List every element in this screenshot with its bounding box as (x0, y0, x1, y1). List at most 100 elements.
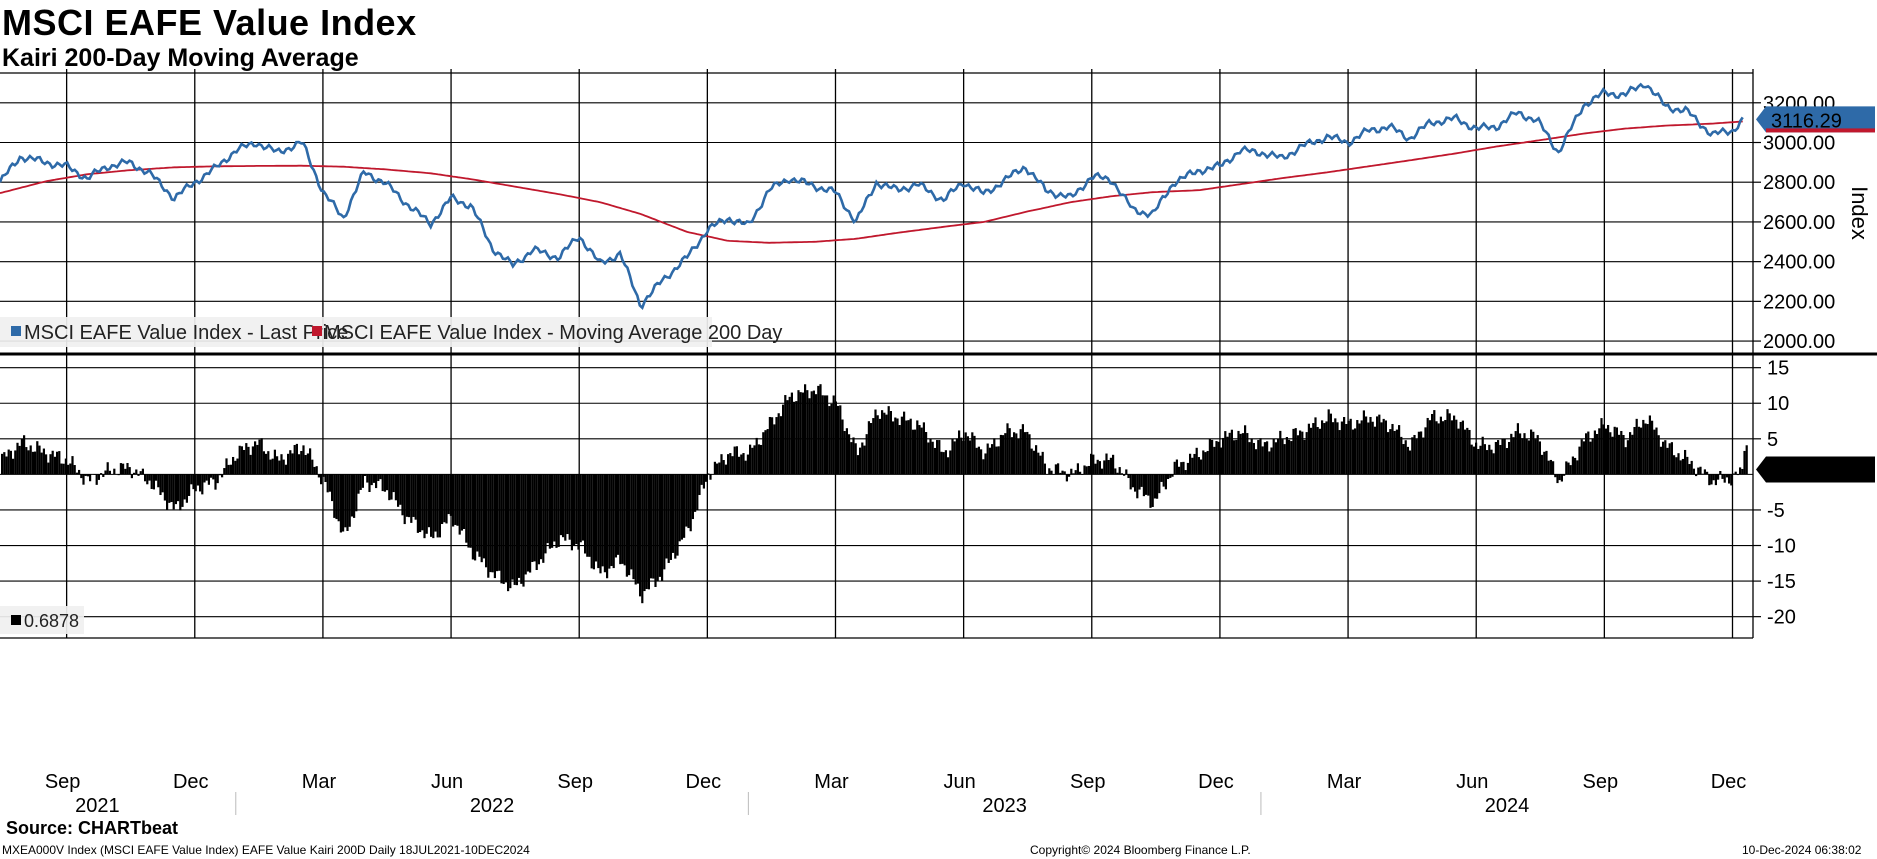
kairi-bar (922, 422, 925, 475)
kairi-bar (1109, 457, 1112, 475)
kairi-bar (232, 456, 235, 475)
kairi-bar (1510, 433, 1513, 475)
kairi-bar (1618, 434, 1621, 475)
kairi-bar (1717, 474, 1720, 480)
kairi-bar (1642, 419, 1645, 475)
kairi-bar (427, 474, 430, 528)
kairi-bar (878, 418, 881, 475)
kairi-bar (100, 473, 103, 475)
y-tick-kairi: 5 (1767, 429, 1778, 451)
kairi-bar (540, 474, 543, 560)
kairi-bar (397, 474, 400, 507)
kairi-bar (485, 474, 488, 568)
kairi-bar (720, 454, 723, 475)
kairi-bar (559, 474, 562, 536)
kairi-bar (951, 438, 954, 475)
kairi-bar (1336, 422, 1339, 475)
kairi-bar (940, 451, 943, 475)
kairi-bar (705, 474, 708, 482)
kairi-bar (1569, 465, 1572, 475)
kairi-bar (995, 446, 998, 475)
kairi-bar (355, 474, 358, 512)
kairi-bar (533, 474, 536, 562)
kairi-bar (1587, 431, 1590, 475)
kairi-bar (1083, 465, 1086, 475)
kairi-bar (126, 463, 129, 475)
kairi-bar (828, 406, 831, 475)
price-last-value: 3116.29 (1771, 110, 1842, 132)
kairi-bar (1222, 437, 1225, 475)
kairi-bar (1681, 458, 1684, 475)
kairi-bar (845, 428, 848, 475)
kairi-bar (1039, 455, 1042, 475)
kairi-bar (628, 474, 631, 576)
kairi-bar (1428, 420, 1431, 475)
kairi-bar (1743, 450, 1746, 475)
legend-label-kairi: 0.6878 (24, 611, 79, 631)
kairi-bar (1688, 464, 1691, 475)
kairi-bar (1030, 448, 1033, 475)
kairi-bar (434, 474, 437, 532)
kairi-bar (1547, 460, 1550, 475)
kairi-bar (964, 432, 967, 475)
kairi-bar (1578, 446, 1581, 475)
kairi-bar (797, 390, 800, 475)
kairi-bar (1420, 431, 1423, 475)
kairi-bar (326, 474, 329, 493)
kairi-bar (1134, 474, 1137, 492)
kairi-bar (1219, 447, 1222, 475)
kairi-bar (194, 474, 197, 492)
kairi-bar (1567, 462, 1570, 475)
kairi-bar (1664, 440, 1667, 475)
kairi-bar (782, 404, 785, 475)
kairi-bar (1453, 415, 1456, 475)
kairi-bar (1048, 468, 1051, 475)
kairi-bar (1250, 438, 1253, 475)
kairi-bar (1356, 420, 1359, 475)
kairi-bar (496, 474, 499, 572)
kairi-bar (568, 474, 571, 540)
kairi-bar (1112, 454, 1115, 475)
kairi-bar (73, 465, 76, 475)
kairi-bar (1734, 471, 1737, 475)
kairi-bar (67, 464, 70, 475)
kairi-bar (25, 447, 28, 475)
kairi-bar (357, 474, 360, 494)
kairi-bar (669, 474, 672, 560)
kairi-bar (445, 474, 448, 524)
kairi-bar (696, 474, 699, 511)
kairi-bar (645, 474, 648, 589)
kairi-bar (1349, 418, 1352, 475)
kairi-bar (1637, 426, 1640, 475)
kairi-bar (1070, 468, 1073, 475)
kairi-bar (896, 418, 899, 475)
kairi-bar (1574, 457, 1577, 475)
kairi-bar (1417, 431, 1420, 475)
kairi-bar (364, 474, 367, 477)
kairi-bar (709, 474, 712, 480)
kairi-bar (1259, 438, 1262, 475)
kairi-bar (412, 474, 415, 517)
kairi-bar (350, 474, 353, 517)
kairi-bar (460, 474, 463, 531)
kairi-bar (1237, 430, 1240, 475)
kairi-bar (716, 463, 719, 475)
kairi-bar (366, 474, 369, 483)
kairi-bar (1270, 447, 1273, 475)
kairi-bar (1235, 439, 1238, 475)
kairi-bar (1409, 450, 1412, 475)
kairi-bar (953, 441, 956, 475)
kairi-bar (982, 459, 985, 475)
kairi-bar (610, 474, 613, 566)
x-tick-year: 2021 (75, 795, 120, 817)
kairi-bar (430, 474, 433, 537)
kairi-bar (1114, 468, 1117, 475)
kairi-bar (212, 474, 215, 480)
kairi-bar (223, 468, 226, 475)
kairi-bar (854, 443, 857, 475)
kairi-bar (447, 474, 450, 515)
kairi-bar (1532, 431, 1535, 475)
kairi-bar (698, 474, 701, 495)
kairi-bar (9, 450, 12, 475)
kairi-last-value-badge (1756, 456, 1875, 483)
